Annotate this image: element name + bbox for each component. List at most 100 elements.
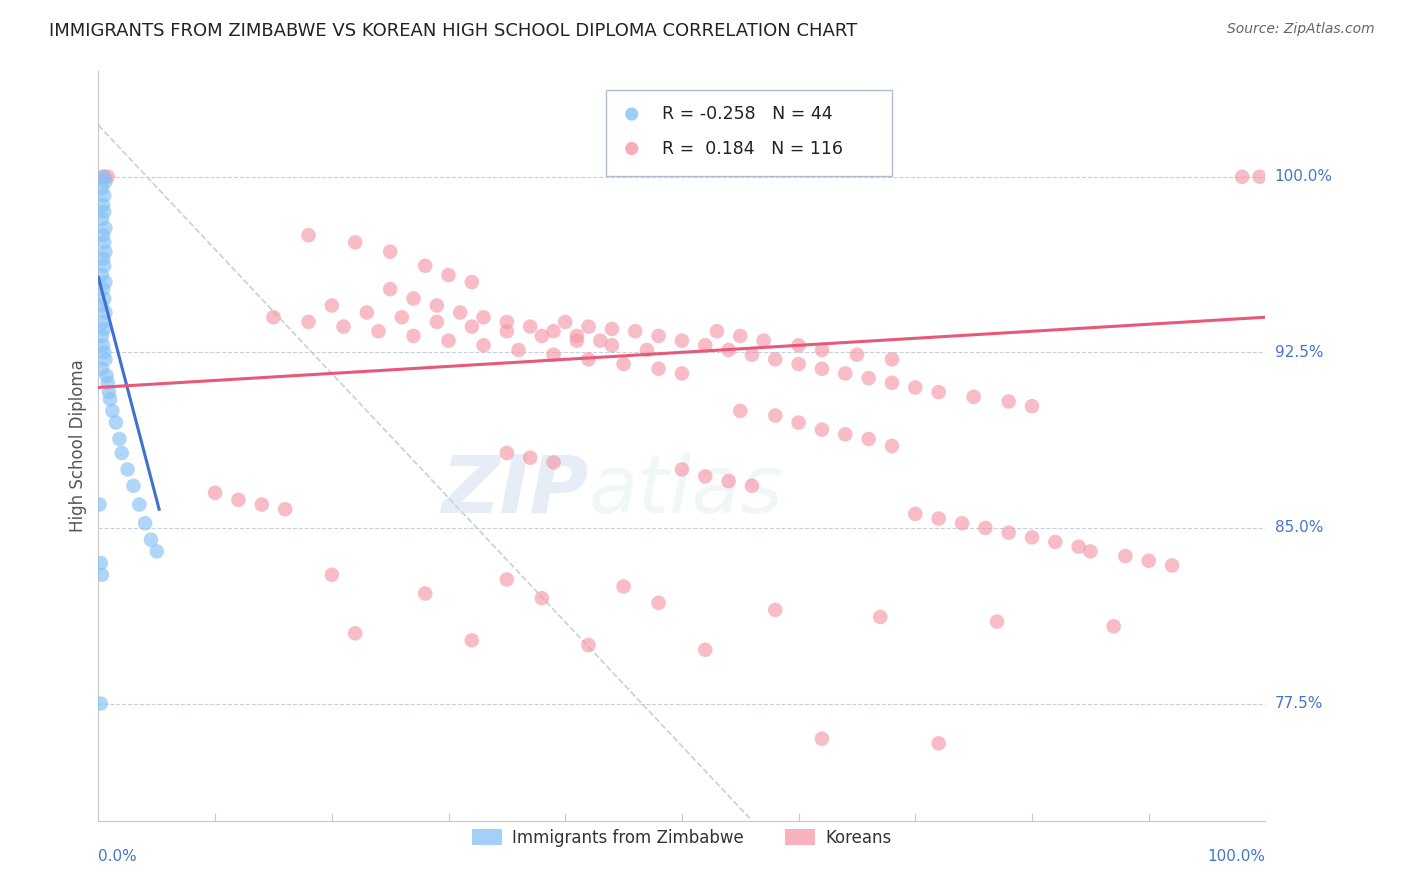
Text: ZIP: ZIP — [441, 452, 589, 530]
Point — [93, 188, 115, 202]
Point — [94, 174, 117, 188]
Point — [89, 498, 111, 512]
Point — [695, 469, 717, 483]
Point — [846, 348, 869, 362]
Text: atlas: atlas — [589, 452, 783, 530]
Point — [402, 329, 425, 343]
Point — [91, 315, 114, 329]
Point — [508, 343, 530, 357]
Point — [461, 275, 484, 289]
Point — [93, 292, 115, 306]
Point — [741, 348, 763, 362]
Point — [496, 446, 519, 460]
Text: 92.5%: 92.5% — [1275, 345, 1323, 359]
Point — [380, 244, 402, 259]
Point — [93, 345, 115, 359]
Point — [367, 324, 389, 338]
Point — [97, 169, 120, 184]
Point — [986, 615, 1008, 629]
Point — [472, 310, 495, 325]
FancyBboxPatch shape — [606, 90, 891, 177]
Point — [543, 455, 565, 469]
Point — [250, 498, 273, 512]
Point — [869, 610, 891, 624]
Point — [413, 586, 436, 600]
Point — [437, 268, 460, 282]
Point — [1161, 558, 1184, 573]
Point — [93, 204, 115, 219]
Point — [811, 423, 834, 437]
Point — [391, 310, 413, 325]
Point — [90, 268, 112, 282]
Point — [928, 385, 950, 400]
Point — [1021, 530, 1043, 544]
Point — [1045, 535, 1067, 549]
Point — [413, 259, 436, 273]
Point — [91, 228, 114, 243]
Point — [94, 275, 117, 289]
Point — [787, 416, 810, 430]
Point — [98, 392, 121, 407]
Point — [93, 169, 115, 184]
Point — [763, 409, 786, 423]
Point — [519, 450, 541, 465]
Y-axis label: High School Diploma: High School Diploma — [69, 359, 87, 533]
Point — [620, 410, 643, 425]
Point — [94, 244, 117, 259]
Point — [91, 252, 114, 266]
Text: R =  0.184   N = 116: R = 0.184 N = 116 — [662, 139, 844, 158]
Point — [344, 235, 367, 250]
Point — [228, 492, 250, 507]
Point — [578, 352, 600, 367]
Point — [91, 169, 114, 184]
Point — [671, 462, 693, 476]
Point — [139, 533, 162, 547]
Point — [402, 292, 425, 306]
Point — [717, 474, 740, 488]
Point — [671, 367, 693, 381]
Point — [1114, 549, 1136, 563]
Point — [90, 361, 112, 376]
Point — [262, 310, 284, 325]
Point — [204, 486, 226, 500]
Point — [834, 367, 856, 381]
Text: 77.5%: 77.5% — [1275, 696, 1323, 711]
Point — [97, 376, 120, 390]
Point — [461, 633, 484, 648]
Point — [997, 525, 1019, 540]
Point — [104, 416, 127, 430]
Point — [1102, 619, 1125, 633]
Point — [620, 303, 643, 318]
Point — [96, 368, 118, 383]
Point — [787, 338, 810, 352]
Point — [880, 352, 903, 367]
Point — [344, 626, 367, 640]
Point — [91, 282, 114, 296]
Point — [90, 567, 112, 582]
Point — [146, 544, 169, 558]
Text: 100.0%: 100.0% — [1275, 169, 1333, 185]
Point — [811, 361, 834, 376]
Point — [496, 573, 519, 587]
Point — [904, 507, 927, 521]
Point — [730, 329, 752, 343]
Point — [134, 516, 156, 531]
Point — [297, 228, 319, 243]
Point — [752, 334, 775, 348]
Point — [706, 324, 728, 338]
Point — [950, 516, 973, 531]
Point — [108, 432, 131, 446]
Point — [647, 329, 669, 343]
Point — [426, 315, 449, 329]
Point — [519, 319, 541, 334]
Point — [578, 319, 600, 334]
Point — [695, 338, 717, 352]
Point — [600, 322, 623, 336]
Legend: Immigrants from Zimbabwe, Koreans: Immigrants from Zimbabwe, Koreans — [465, 822, 898, 854]
Point — [997, 394, 1019, 409]
Point — [763, 352, 786, 367]
Point — [122, 479, 145, 493]
Point — [91, 198, 114, 212]
Point — [94, 305, 117, 319]
Point — [530, 591, 553, 606]
